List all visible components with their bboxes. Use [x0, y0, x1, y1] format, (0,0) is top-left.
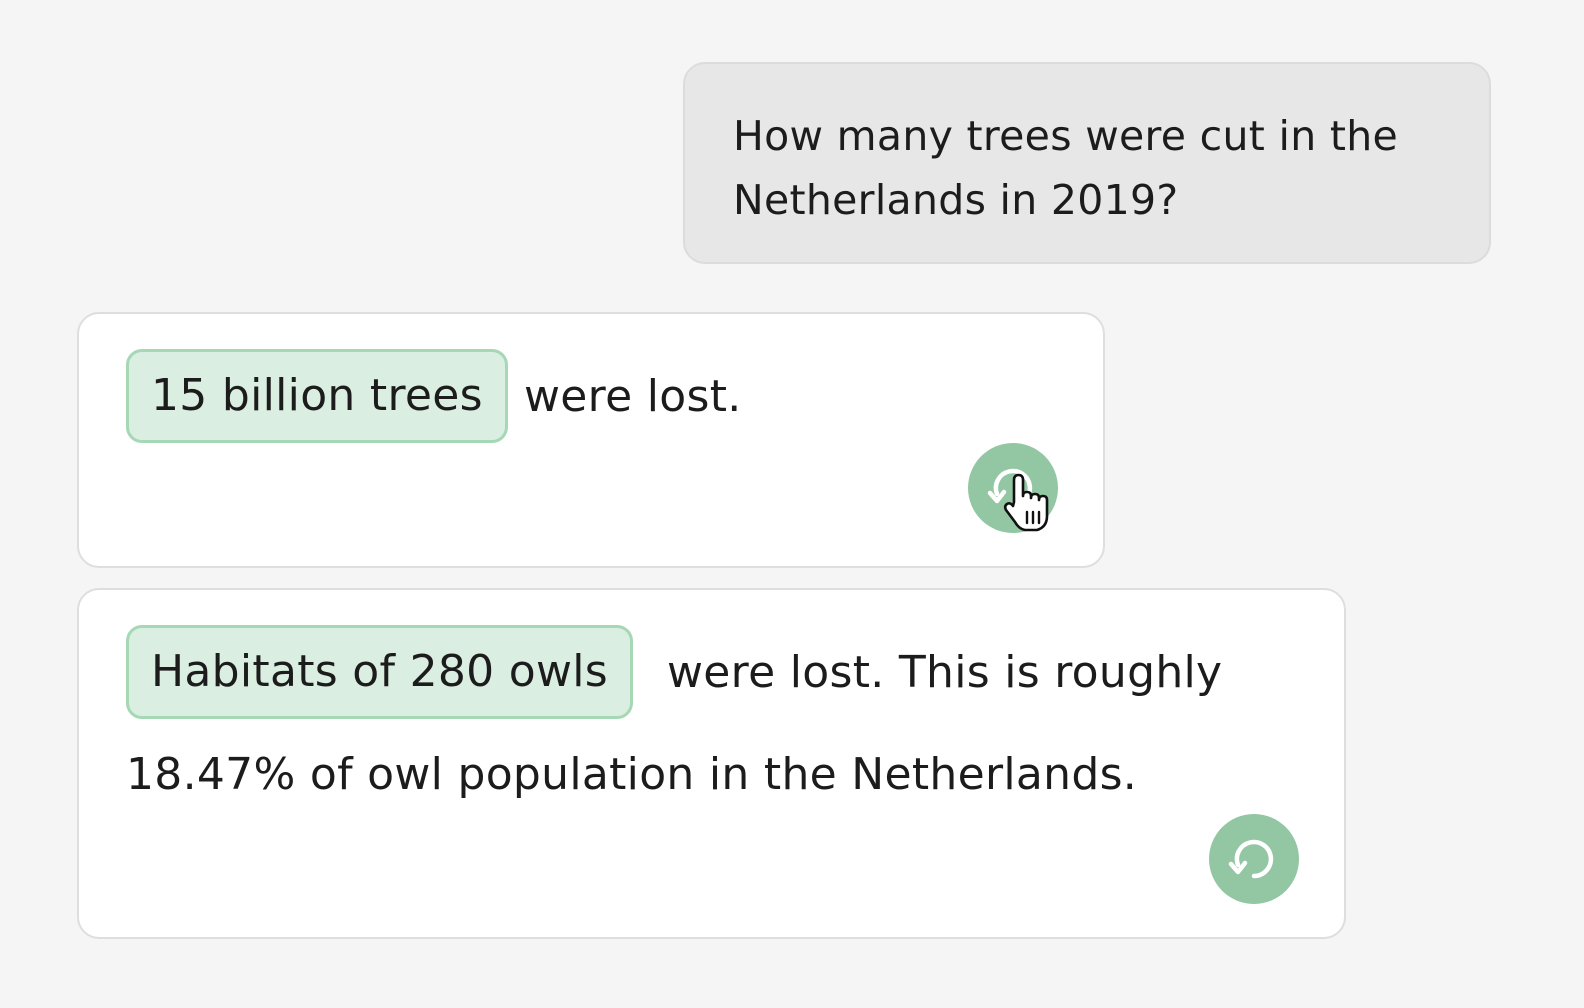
- refresh-icon: [1228, 839, 1274, 879]
- answer-card-trees: 15 billion trees were lost.: [77, 312, 1105, 568]
- highlight-chip-trees[interactable]: 15 billion trees: [126, 349, 508, 443]
- hand-pointer-icon: [1003, 473, 1049, 532]
- answer-card-owls: Habitats of 280 owls were lost. This is …: [77, 588, 1346, 939]
- user-message-line-2: Netherlands in 2019?: [733, 176, 1179, 224]
- user-message-bubble: How many trees were cut in the Netherlan…: [683, 62, 1491, 264]
- refresh-button-owls[interactable]: [1209, 814, 1299, 904]
- highlight-chip-owls[interactable]: Habitats of 280 owls: [126, 625, 633, 719]
- user-message-line-1: How many trees were cut in the: [733, 112, 1398, 160]
- answer-text-owls-line-2: 18.47% of owl population in the Netherla…: [126, 749, 1138, 800]
- answer-text-owls-line-1: were lost. This is roughly: [667, 647, 1223, 698]
- answer-text-trees: were lost.: [524, 371, 742, 422]
